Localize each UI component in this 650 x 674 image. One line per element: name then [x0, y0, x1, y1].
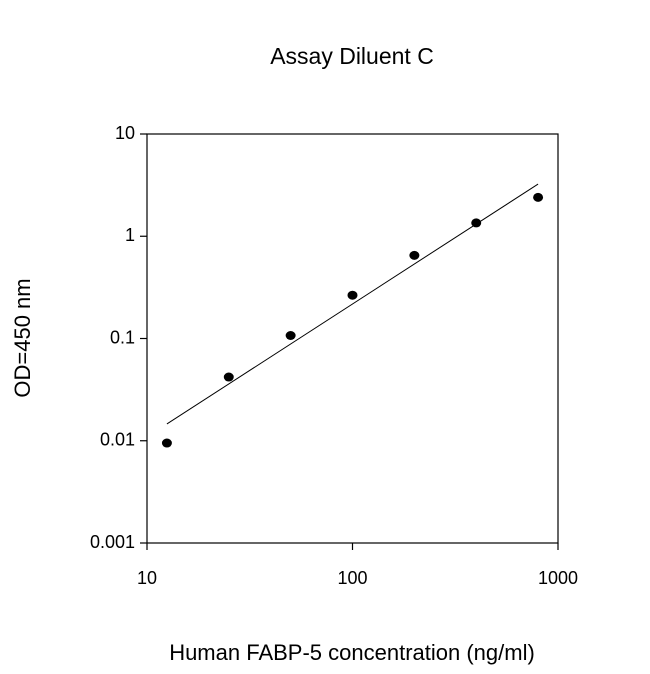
y-axis-label: OD=450 nm	[10, 278, 35, 397]
x-tick-label: 1000	[538, 568, 578, 588]
data-point	[347, 290, 358, 300]
data-point	[285, 330, 296, 340]
x-axis-label: Human FABP-5 concentration (ng/ml)	[169, 640, 535, 665]
data-point	[223, 372, 234, 382]
plot-frame	[146, 133, 559, 544]
chart-title: Assay Diluent C	[270, 43, 434, 69]
data-point	[533, 192, 544, 202]
y-tick-label: 0.001	[90, 532, 135, 552]
y-tick-label: 0.1	[110, 327, 135, 347]
fit-line	[166, 183, 539, 425]
y-tick-label: 1	[125, 225, 135, 245]
y-tick-label: 0.01	[100, 430, 135, 450]
data-point	[409, 250, 420, 260]
data-point	[471, 218, 482, 228]
y-tick-label: 10	[115, 123, 135, 143]
x-tick-label: 100	[337, 568, 367, 588]
data-point	[161, 438, 172, 448]
x-tick-label: 10	[137, 568, 157, 588]
